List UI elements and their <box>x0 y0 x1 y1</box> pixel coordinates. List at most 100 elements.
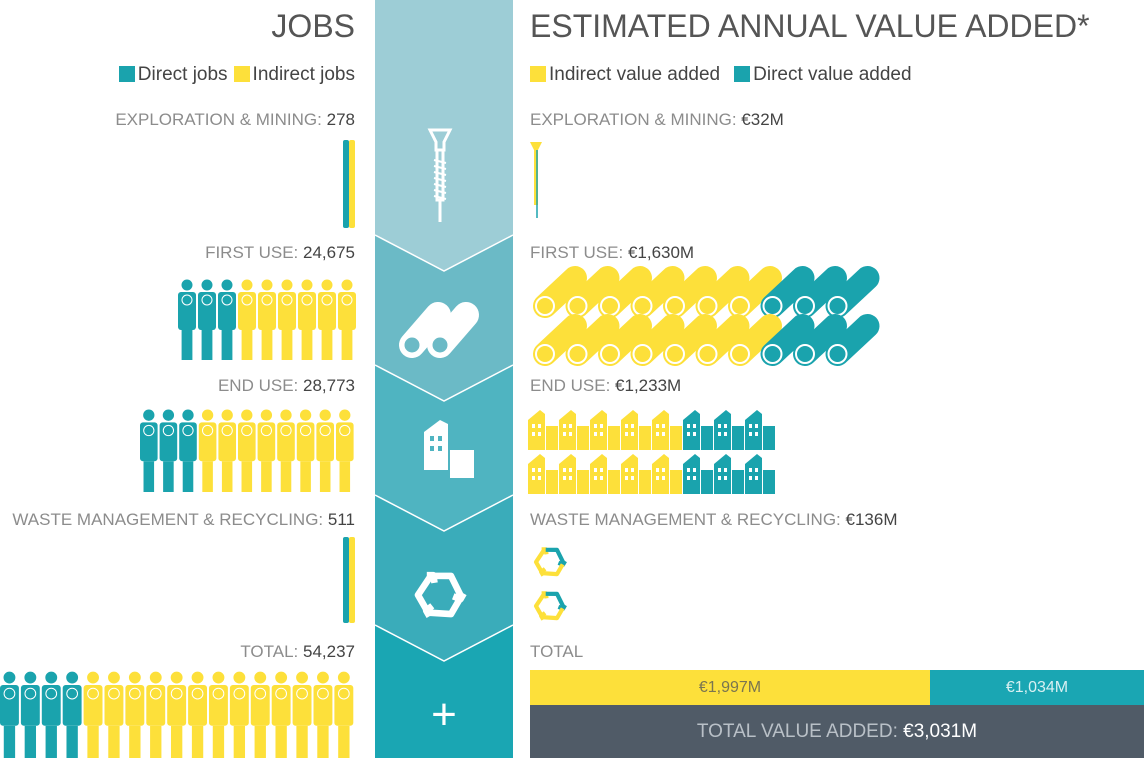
pipe-end <box>601 297 619 315</box>
tool-pictogram <box>530 142 542 205</box>
person-legs <box>192 726 203 758</box>
label: WASTE MANAGEMENT & RECYCLING: <box>12 510 323 529</box>
person-legs <box>338 726 349 758</box>
person-body <box>160 422 178 461</box>
window <box>631 432 634 436</box>
window <box>749 476 752 480</box>
window <box>563 476 566 480</box>
total-value-added: TOTAL VALUE ADDED: €3,031M <box>530 705 1144 758</box>
window <box>662 432 665 436</box>
window <box>625 476 628 480</box>
person-body <box>178 292 196 330</box>
window <box>600 424 603 428</box>
window <box>693 432 696 436</box>
window <box>625 424 628 428</box>
person-legs <box>262 330 273 360</box>
window <box>538 432 541 436</box>
legend-swatch <box>530 66 546 82</box>
label: TOTAL VALUE ADDED: <box>697 721 898 742</box>
value: €32M <box>741 110 784 129</box>
person-head <box>201 409 213 421</box>
pipe-end <box>796 345 814 363</box>
person-legs <box>222 461 233 492</box>
person-body <box>105 685 124 726</box>
person-legs <box>150 726 161 758</box>
window <box>755 432 758 436</box>
building <box>683 410 713 450</box>
person-legs <box>322 330 333 360</box>
window <box>656 432 659 436</box>
building <box>652 454 682 494</box>
row-label: FIRST USE: €1,630M <box>530 243 694 263</box>
person-legs <box>261 461 272 492</box>
window <box>600 476 603 480</box>
indirect-total: €1,997M <box>530 670 930 705</box>
person-legs <box>242 330 253 360</box>
person-head <box>162 409 174 421</box>
person-head <box>260 409 272 421</box>
window <box>724 468 727 472</box>
person-legs <box>242 461 253 492</box>
window <box>749 468 752 472</box>
window <box>718 432 721 436</box>
window <box>569 476 572 480</box>
person-body <box>293 685 312 726</box>
person-head <box>337 671 350 684</box>
person-head <box>221 279 233 291</box>
person-head <box>233 671 246 684</box>
window <box>538 424 541 428</box>
building <box>528 454 558 494</box>
window <box>755 476 758 480</box>
pipe-end <box>699 345 717 363</box>
person-legs <box>183 461 194 492</box>
person-head <box>108 671 121 684</box>
person-head <box>143 409 155 421</box>
infographic: JOBS ESTIMATED ANNUAL VALUE ADDED* Direc… <box>0 0 1144 758</box>
pipe-end <box>536 297 554 315</box>
window <box>594 424 597 428</box>
building <box>590 454 620 494</box>
person-body <box>209 685 228 726</box>
person-head <box>241 409 253 421</box>
person-legs <box>182 330 193 360</box>
person-head <box>45 671 58 684</box>
row-label: WASTE MANAGEMENT & RECYCLING: €136M <box>530 510 897 530</box>
window <box>600 468 603 472</box>
person-body <box>316 422 334 461</box>
window <box>438 436 442 441</box>
person-body <box>218 422 236 461</box>
window <box>594 476 597 480</box>
pipe-end <box>403 336 421 354</box>
value: €1,233M <box>615 376 681 395</box>
person-legs <box>255 726 266 758</box>
person-legs <box>171 726 182 758</box>
label: END USE: <box>530 376 610 395</box>
recycle-arrow <box>543 589 568 609</box>
pipe-end <box>569 345 587 363</box>
pipe-end <box>634 345 652 363</box>
row-label: WASTE MANAGEMENT & RECYCLING: 511 <box>12 510 355 530</box>
legend-swatch <box>234 66 250 82</box>
building <box>745 454 775 494</box>
person-head <box>296 671 309 684</box>
window <box>563 468 566 472</box>
person-legs <box>342 330 353 360</box>
pipe-end <box>666 345 684 363</box>
person-head <box>319 409 331 421</box>
legend-label: Direct value added <box>753 64 911 85</box>
person-indirect <box>349 140 355 228</box>
recycle-arrow <box>536 549 547 571</box>
person-body <box>125 685 144 726</box>
person-head <box>181 279 193 291</box>
window <box>569 432 572 436</box>
person-head <box>317 671 330 684</box>
legend-swatch <box>119 66 135 82</box>
window <box>724 424 727 428</box>
person-head <box>275 671 288 684</box>
person-head <box>241 279 253 291</box>
pipe-end <box>764 345 782 363</box>
building <box>559 410 589 450</box>
person-head <box>170 671 183 684</box>
window <box>563 432 566 436</box>
plus-icon: + <box>375 690 513 740</box>
